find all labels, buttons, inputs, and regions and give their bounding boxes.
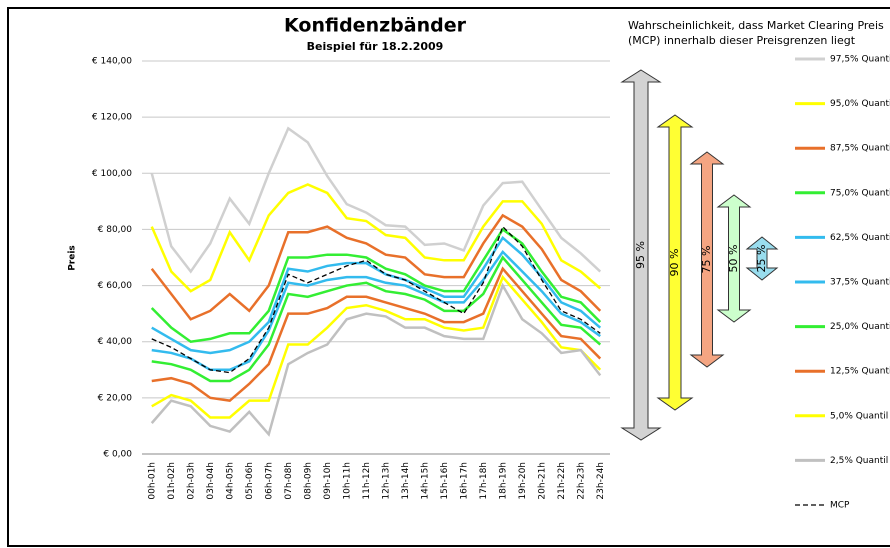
legend-title: (MCP) innerhalb dieser Preisgrenzen lieg… xyxy=(628,34,856,47)
range-arrow xyxy=(620,69,662,441)
x-tick-label: 01h-02h xyxy=(167,462,177,500)
range-arrow xyxy=(656,114,694,411)
y-axis-label: Preis xyxy=(68,245,78,271)
range-arrow-label: 90 % xyxy=(668,249,681,277)
legend-label: 75,0% Quantil xyxy=(830,188,890,198)
legend-label: 5,0% Quantil xyxy=(830,411,888,421)
series-line xyxy=(151,266,602,402)
x-tick-label: 19h-20h xyxy=(518,462,528,500)
series-line xyxy=(151,274,602,419)
x-tick-label: 17h-18h xyxy=(479,462,489,500)
x-tick-label: 21h-22h xyxy=(557,462,567,500)
x-tick-label: 09h-10h xyxy=(323,462,333,500)
series-line xyxy=(150,126,602,274)
x-tick-label: 16h-17h xyxy=(459,462,469,500)
legend-label: 87,5% Quantil xyxy=(830,144,890,154)
series-line xyxy=(150,183,602,293)
legend-label: 2,5% Quantil xyxy=(830,456,888,466)
x-tick-label: 10h-11h xyxy=(342,462,352,500)
range-arrow-label: 25 % xyxy=(755,245,768,273)
x-tick-label: 13h-14h xyxy=(401,462,411,500)
x-tick-label: 14h-15h xyxy=(420,462,430,500)
range-arrow xyxy=(745,236,779,281)
x-tick-label: 12h-13h xyxy=(381,462,391,500)
range-arrow xyxy=(716,194,752,323)
y-tick-label: € 140,00 xyxy=(92,57,132,67)
chart-subtitle: Beispiel für 18.2.2009 xyxy=(307,40,444,53)
y-tick-label: € 20,00 xyxy=(98,393,133,403)
x-tick-label: 23h-24h xyxy=(596,462,606,500)
series-line xyxy=(150,282,602,437)
x-tick-label: 04h-05h xyxy=(225,462,235,500)
x-tick-label: 18h-19h xyxy=(498,462,508,500)
y-tick-label: € 60,00 xyxy=(98,281,133,291)
legend-label: 37,5% Quantil xyxy=(830,278,890,288)
x-tick-label: 00h-01h xyxy=(147,462,157,500)
series-line xyxy=(151,235,602,355)
x-tick-label: 03h-04h xyxy=(206,462,216,500)
legend-title: Wahrscheinlichkeit, dass Market Clearing… xyxy=(628,19,884,32)
series-line xyxy=(150,227,602,344)
legend-label: 12,5% Quantil xyxy=(830,367,890,377)
series-line xyxy=(150,213,602,321)
y-tick-label: € 100,00 xyxy=(92,169,132,179)
series-line xyxy=(151,249,601,372)
legend-label: 95,0% Quantil xyxy=(830,99,890,109)
x-tick-label: 08h-09h xyxy=(303,462,313,500)
legend-label: 97,5% Quantil xyxy=(830,55,890,65)
x-tick-label: 06h-07h xyxy=(264,462,274,500)
range-arrow xyxy=(689,151,725,368)
x-tick-label: 22h-23h xyxy=(576,462,586,500)
x-tick-label: 02h-03h xyxy=(186,462,196,500)
x-tick-label: 11h-12h xyxy=(362,462,372,500)
legend-label: 25,0% Quantil xyxy=(830,322,890,332)
series-line xyxy=(151,225,601,374)
legend-label: MCP xyxy=(830,501,850,511)
y-tick-label: € 80,00 xyxy=(98,225,133,235)
y-tick-label: € 120,00 xyxy=(92,113,132,123)
chart-title: Konfidenzbänder xyxy=(284,15,467,37)
x-tick-label: 20h-21h xyxy=(537,462,547,500)
x-tick-label: 07h-08h xyxy=(284,462,294,500)
x-tick-label: 05h-06h xyxy=(245,462,255,500)
y-tick-label: € 0,00 xyxy=(103,450,132,460)
range-arrow-label: 50 % xyxy=(727,245,740,273)
series-line xyxy=(151,255,602,383)
range-arrow-label: 95 % xyxy=(634,241,647,269)
range-arrow-label: 75 % xyxy=(700,246,713,274)
y-tick-label: € 40,00 xyxy=(98,337,133,347)
x-tick-label: 15h-16h xyxy=(440,462,450,500)
legend-label: 62,5% Quantil xyxy=(830,233,890,243)
